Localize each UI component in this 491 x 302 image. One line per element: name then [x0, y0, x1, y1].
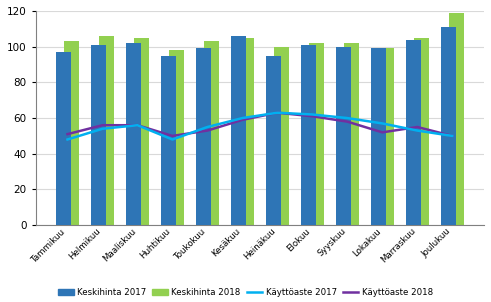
- Bar: [301, 45, 316, 225]
- Bar: [196, 48, 211, 225]
- Bar: [239, 38, 254, 225]
- Bar: [449, 13, 464, 225]
- Bar: [406, 40, 421, 225]
- Bar: [336, 47, 351, 225]
- Bar: [204, 41, 219, 225]
- Bar: [161, 56, 176, 225]
- Bar: [231, 36, 246, 225]
- Bar: [266, 56, 281, 225]
- Bar: [379, 48, 394, 225]
- Bar: [64, 41, 79, 225]
- Bar: [169, 50, 184, 225]
- Bar: [441, 27, 456, 225]
- Bar: [91, 45, 106, 225]
- Bar: [134, 38, 149, 225]
- Bar: [126, 43, 141, 225]
- Bar: [414, 38, 429, 225]
- Bar: [56, 52, 71, 225]
- Bar: [309, 43, 324, 225]
- Bar: [274, 47, 289, 225]
- Legend: Keskihinta 2017, Keskihinta 2018, Käyttöaste 2017, Käyttöaste 2018: Keskihinta 2017, Keskihinta 2018, Käyttö…: [55, 285, 436, 301]
- Bar: [99, 36, 114, 225]
- Bar: [344, 43, 359, 225]
- Bar: [371, 48, 385, 225]
